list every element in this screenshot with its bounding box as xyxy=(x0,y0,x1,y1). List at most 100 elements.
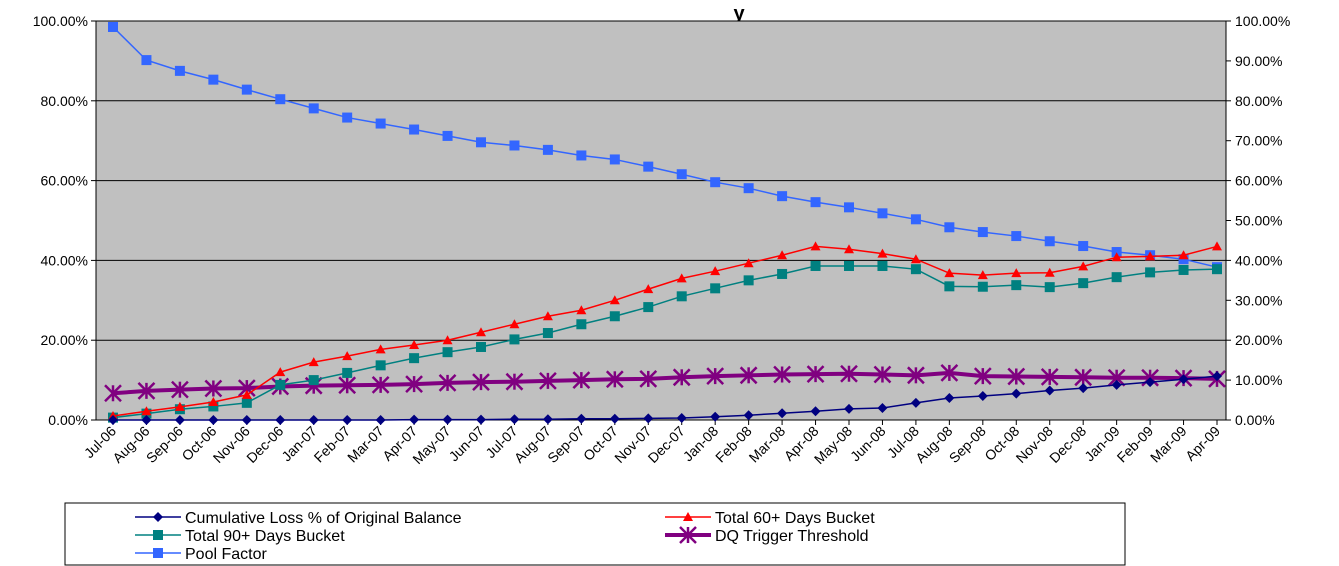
data-point xyxy=(1111,252,1122,262)
data-point xyxy=(873,365,892,384)
x-tick-label: Dec-06 xyxy=(243,423,286,466)
data-point xyxy=(777,250,788,260)
data-point xyxy=(810,260,821,271)
data-point xyxy=(1145,251,1156,261)
data-point xyxy=(409,414,420,425)
data-point xyxy=(609,295,620,305)
series-layer xyxy=(104,21,1226,425)
data-point xyxy=(676,413,687,424)
data-point xyxy=(844,202,854,213)
chart-title: y xyxy=(733,3,745,25)
data-point xyxy=(1074,368,1093,387)
data-point xyxy=(208,74,219,85)
left-tick-label: 40.00% xyxy=(41,252,88,268)
data-point xyxy=(1178,250,1189,260)
x-tick-label: May-08 xyxy=(811,423,855,467)
data-point xyxy=(542,144,553,155)
data-point xyxy=(743,258,754,268)
data-point xyxy=(910,214,921,225)
legend-item: Pool Factor xyxy=(135,546,267,563)
left-tick-label: 20.00% xyxy=(41,332,88,348)
data-point xyxy=(208,401,219,412)
x-tick-label: Sep-06 xyxy=(143,423,186,466)
x-tick-label: Apr-09 xyxy=(1182,423,1223,464)
data-point xyxy=(810,197,821,208)
x-tick-label: Jun-08 xyxy=(847,423,889,465)
data-point xyxy=(676,291,687,302)
data-point xyxy=(338,376,357,395)
data-point xyxy=(1044,385,1055,396)
series-line xyxy=(112,245,1218,417)
legend: Cumulative Loss % of Original Balance Tot… xyxy=(135,510,875,563)
x-tick-label: Sep-08 xyxy=(946,423,989,466)
data-point xyxy=(743,275,754,286)
data-point xyxy=(1145,267,1156,278)
series-line xyxy=(112,370,1218,396)
data-point xyxy=(476,341,486,352)
data-point xyxy=(710,283,721,294)
data-point xyxy=(944,281,955,292)
data-point xyxy=(1212,264,1222,275)
data-point xyxy=(342,415,353,425)
data-point xyxy=(576,319,587,330)
data-point xyxy=(539,372,557,390)
data-point xyxy=(375,118,386,129)
data-point xyxy=(442,335,453,345)
data-point xyxy=(405,375,423,393)
data-point xyxy=(777,268,788,279)
data-point xyxy=(977,227,988,238)
x-tick-label: Dec-07 xyxy=(645,423,688,466)
right-tick-label: 50.00% xyxy=(1235,213,1282,229)
data-point xyxy=(1178,374,1189,385)
data-point xyxy=(141,55,152,66)
data-point xyxy=(1044,236,1055,247)
data-point xyxy=(275,415,286,425)
left-tick-label: 80.00% xyxy=(41,93,88,109)
legend-box xyxy=(64,502,1126,566)
data-point xyxy=(643,161,654,172)
data-point xyxy=(977,391,988,402)
data-point xyxy=(375,415,386,425)
data-point xyxy=(1078,241,1089,252)
data-point xyxy=(572,371,591,389)
data-point xyxy=(1178,264,1189,275)
data-point xyxy=(940,364,959,382)
data-point xyxy=(639,370,658,388)
data-point xyxy=(672,368,691,387)
data-point xyxy=(108,415,118,425)
data-point xyxy=(442,347,453,358)
legend-label: Total 60+ Days Bucket xyxy=(715,510,875,527)
x-tick-label: Mar-09 xyxy=(1147,423,1190,466)
x-tick-label: Mar-07 xyxy=(344,423,387,466)
data-point xyxy=(576,413,587,424)
data-point xyxy=(505,372,524,391)
data-point xyxy=(643,302,654,313)
right-tick-label: 90.00% xyxy=(1235,53,1282,69)
series-cumulative-loss-of-original-balance xyxy=(108,371,1222,425)
x-tick-label: Feb-09 xyxy=(1114,423,1157,466)
data-point xyxy=(104,384,122,403)
data-point xyxy=(171,380,189,399)
data-point xyxy=(910,397,921,408)
data-point xyxy=(773,365,791,384)
right-tick-label: 20.00% xyxy=(1235,332,1282,348)
data-point xyxy=(542,311,553,321)
x-tick-label: Feb-07 xyxy=(311,423,354,466)
data-point xyxy=(174,65,185,76)
data-point xyxy=(308,375,319,386)
legend-label: Cumulative Loss % of Original Balance xyxy=(185,510,462,527)
data-point xyxy=(877,208,888,219)
right-tick-label: 0.00% xyxy=(1235,412,1275,428)
data-point xyxy=(1011,280,1022,291)
data-point xyxy=(643,413,654,424)
data-point xyxy=(840,364,858,383)
data-point xyxy=(241,415,252,425)
data-point xyxy=(153,512,163,522)
data-point xyxy=(1145,377,1156,388)
x-tick-label: Jun-07 xyxy=(446,423,488,465)
data-point xyxy=(973,367,992,385)
data-point xyxy=(409,339,420,349)
left-y-axis: 0.00% 20.00% 40.00% 60.00% 80.00% 100.00% xyxy=(33,13,97,428)
data-point xyxy=(241,84,252,95)
